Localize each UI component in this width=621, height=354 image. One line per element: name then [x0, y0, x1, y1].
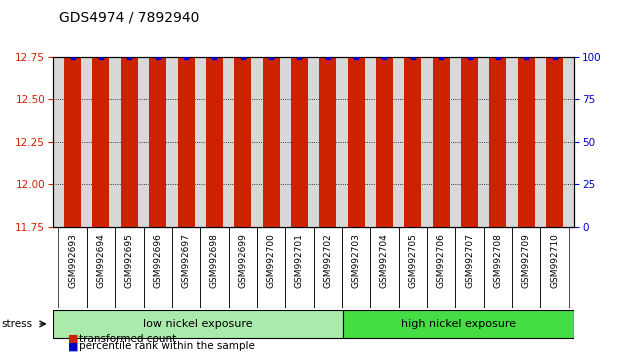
- Text: GSM992694: GSM992694: [96, 233, 106, 288]
- Text: ■: ■: [68, 334, 79, 344]
- Bar: [546, 0, 563, 227]
- Text: GSM992709: GSM992709: [522, 233, 531, 288]
- Text: percentile rank within the sample: percentile rank within the sample: [79, 341, 255, 351]
- Bar: [348, 0, 365, 227]
- Text: low nickel exposure: low nickel exposure: [143, 319, 253, 329]
- Bar: [404, 0, 421, 227]
- Text: GSM992706: GSM992706: [437, 233, 446, 288]
- Text: GSM992701: GSM992701: [295, 233, 304, 288]
- Text: GSM992698: GSM992698: [210, 233, 219, 288]
- Bar: [206, 0, 223, 227]
- Bar: [518, 0, 535, 227]
- Bar: [178, 0, 194, 227]
- Bar: [121, 0, 138, 227]
- Text: GSM992693: GSM992693: [68, 233, 77, 288]
- Bar: [64, 0, 81, 227]
- Text: GSM992699: GSM992699: [238, 233, 247, 288]
- Text: GSM992704: GSM992704: [380, 233, 389, 288]
- Text: GSM992705: GSM992705: [409, 233, 417, 288]
- Bar: [291, 0, 308, 227]
- Text: GSM992707: GSM992707: [465, 233, 474, 288]
- Bar: [343, 309, 574, 338]
- Bar: [461, 0, 478, 227]
- Text: GSM992695: GSM992695: [125, 233, 134, 288]
- Bar: [149, 0, 166, 227]
- Text: high nickel exposure: high nickel exposure: [401, 319, 516, 329]
- Text: transformed count: transformed count: [79, 334, 177, 344]
- Text: stress: stress: [2, 319, 33, 329]
- Text: GSM992696: GSM992696: [153, 233, 162, 288]
- Bar: [263, 0, 279, 227]
- Bar: [433, 0, 450, 227]
- Text: ■: ■: [68, 341, 79, 351]
- Text: GSM992710: GSM992710: [550, 233, 559, 288]
- Text: GSM992702: GSM992702: [324, 233, 332, 288]
- Bar: [93, 0, 109, 227]
- Bar: [376, 0, 393, 227]
- Text: GSM992703: GSM992703: [351, 233, 361, 288]
- Text: GSM992697: GSM992697: [181, 233, 191, 288]
- Bar: [234, 0, 252, 227]
- Bar: [319, 0, 337, 227]
- Text: GDS4974 / 7892940: GDS4974 / 7892940: [59, 11, 199, 25]
- Text: GSM992700: GSM992700: [266, 233, 276, 288]
- Bar: [489, 0, 506, 227]
- Bar: [53, 309, 343, 338]
- Text: GSM992708: GSM992708: [493, 233, 502, 288]
